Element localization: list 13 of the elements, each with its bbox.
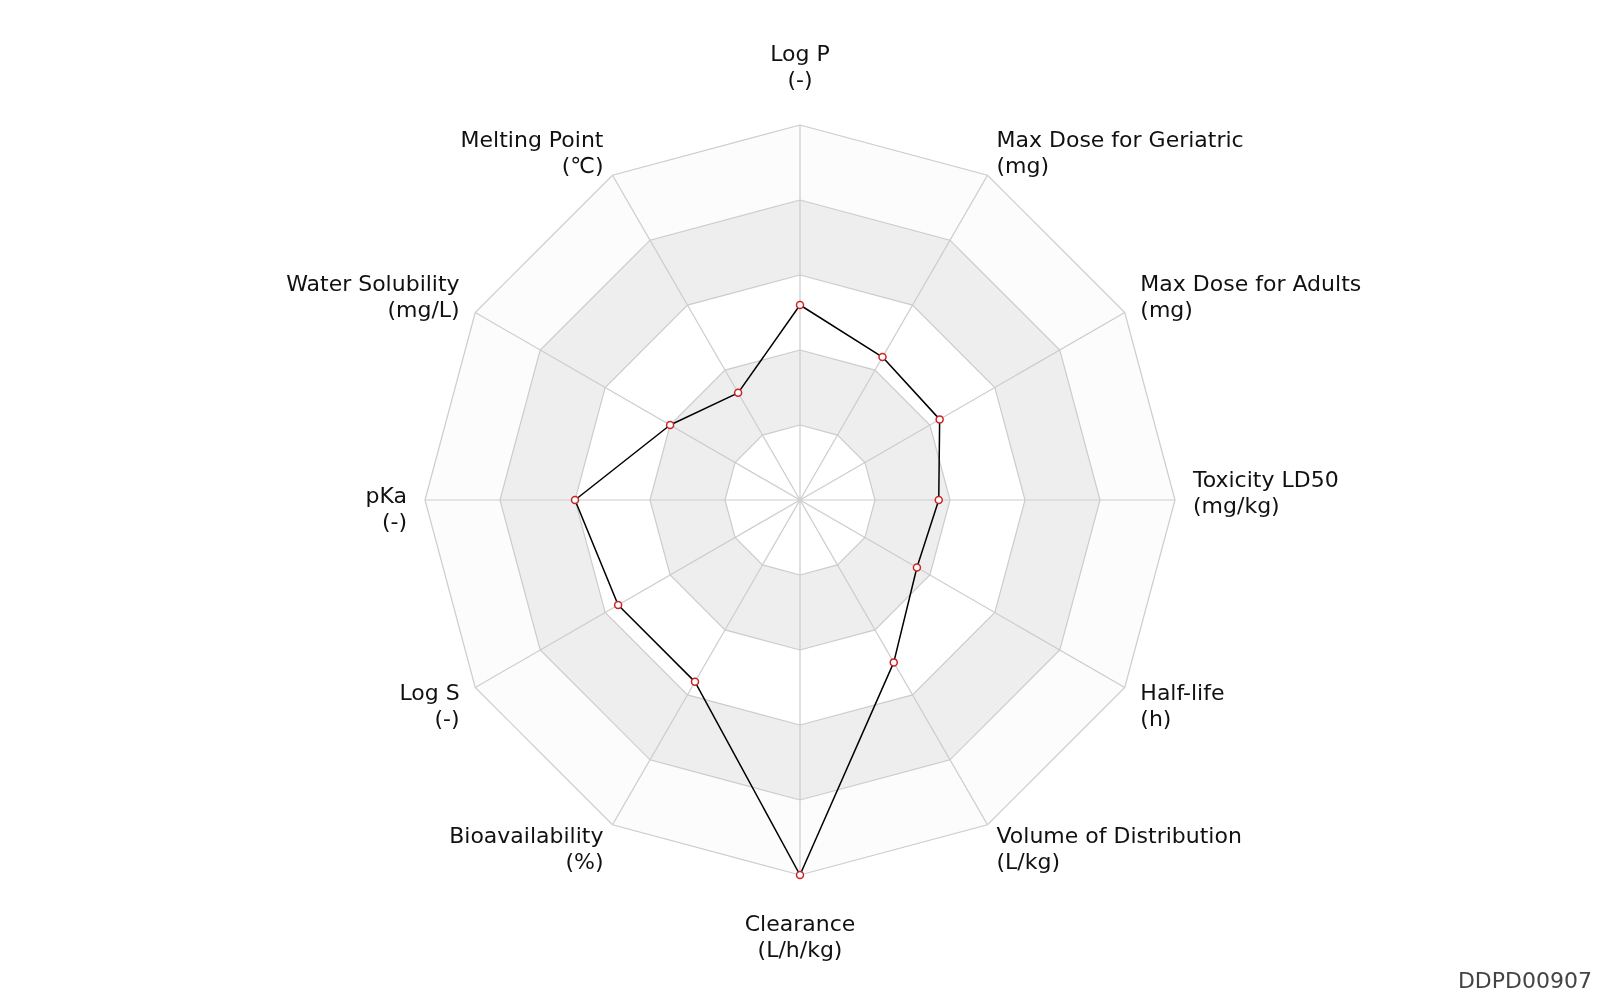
spoke-label: Max Dose for Adults (mg) — [1140, 270, 1362, 322]
spoke-label: Log P (-) — [770, 41, 830, 92]
text: DDPD00907 — [1457, 968, 1592, 993]
spoke-label: Toxicity LD50 (mg/kg) — [1192, 467, 1339, 518]
spoke-label: pKa (-) — [365, 483, 407, 534]
spoke-label: Melting Point (℃) — [460, 126, 604, 178]
spoke-label: Water Solubility (mg/L) — [286, 270, 460, 322]
spoke-label: Log S (-) — [399, 679, 460, 731]
spoke-label: Half-life (h) — [1140, 679, 1225, 731]
spoke-label: Volume of Distribution (L/kg) — [996, 823, 1242, 875]
spoke-label: Clearance (L/h/kg) — [744, 911, 856, 962]
spoke-label: Bioavailability (%) — [449, 823, 604, 875]
spoke-label: Max Dose for Geriatric (mg) — [996, 126, 1244, 178]
